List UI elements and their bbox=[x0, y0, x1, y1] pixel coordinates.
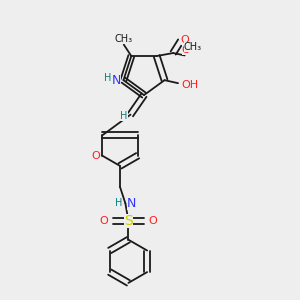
Text: CH₃: CH₃ bbox=[115, 34, 133, 44]
Text: CH₃: CH₃ bbox=[184, 42, 202, 52]
Text: O: O bbox=[182, 45, 190, 55]
Text: N: N bbox=[111, 74, 121, 87]
Text: N: N bbox=[127, 197, 136, 210]
Text: H: H bbox=[104, 73, 112, 83]
Text: O: O bbox=[92, 151, 100, 161]
Text: OH: OH bbox=[181, 80, 198, 90]
Text: O: O bbox=[149, 216, 158, 226]
Text: H: H bbox=[115, 198, 122, 208]
Text: O: O bbox=[181, 34, 190, 44]
Text: O: O bbox=[99, 216, 108, 226]
Text: S: S bbox=[124, 214, 133, 228]
Text: H: H bbox=[120, 111, 128, 121]
